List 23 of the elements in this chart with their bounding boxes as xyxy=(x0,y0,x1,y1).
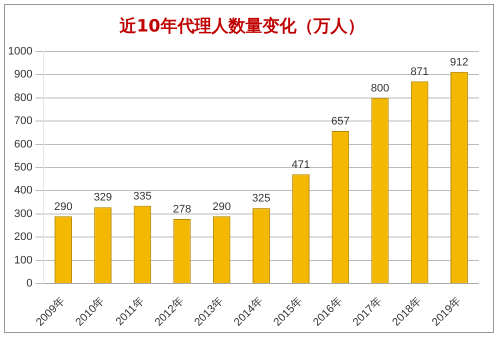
y-tick-label: 0 xyxy=(26,278,32,290)
y-tick-label: 700 xyxy=(14,115,32,128)
data-label: 471 xyxy=(292,158,310,171)
data-label: 335 xyxy=(133,190,152,202)
y-tick-label: 900 xyxy=(14,68,32,81)
y-tick-label: 400 xyxy=(14,184,32,197)
y-tick-label: 300 xyxy=(14,208,32,220)
y-tick-label: 100 xyxy=(14,254,32,266)
data-label: 871 xyxy=(410,66,429,78)
y-tick-label: 200 xyxy=(14,231,32,244)
data-label: 912 xyxy=(450,56,468,68)
y-tick-label: 600 xyxy=(14,138,32,150)
data-label: 329 xyxy=(94,192,112,204)
y-tick-label: 500 xyxy=(14,162,32,174)
data-label: 278 xyxy=(172,204,192,216)
data-label: 800 xyxy=(370,82,390,94)
data-label: 290 xyxy=(54,200,72,213)
data-label: 657 xyxy=(331,116,350,128)
data-label: 290 xyxy=(212,200,231,213)
data-label: 325 xyxy=(252,192,270,205)
chart-title: 近10年代理人数量变化（万人） xyxy=(118,16,364,37)
y-tick-label: 800 xyxy=(14,92,32,104)
y-tick-label: 1000 xyxy=(8,45,32,58)
